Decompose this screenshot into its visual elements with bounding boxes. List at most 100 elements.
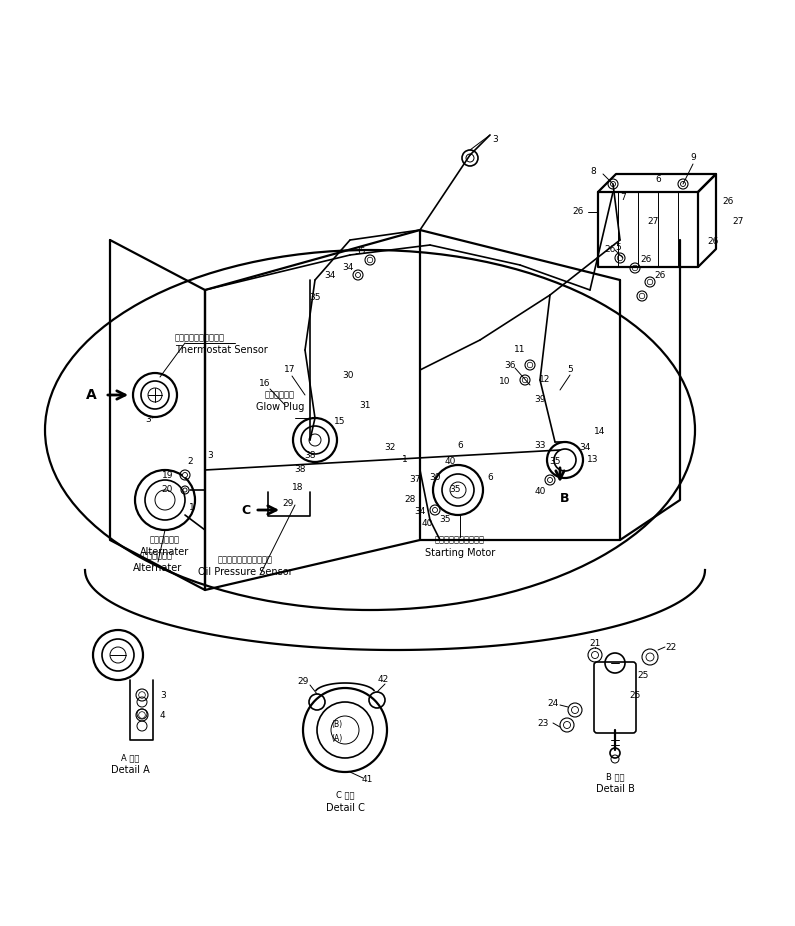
Text: 36: 36 [504,360,516,369]
Text: 33: 33 [534,441,545,449]
Text: 2: 2 [187,457,193,467]
Circle shape [548,478,553,482]
Text: グロープラグ: グロープラグ [265,391,295,399]
Text: 3: 3 [492,135,498,144]
Text: C: C [241,504,250,517]
Text: 35: 35 [309,294,320,303]
Text: 39: 39 [534,395,545,405]
Text: 30: 30 [429,473,440,482]
Text: 1: 1 [189,504,195,512]
Text: 5: 5 [615,243,621,252]
Text: 1: 1 [402,456,408,465]
Circle shape [183,472,188,478]
Text: 3: 3 [145,416,151,424]
Text: 26: 26 [708,237,719,246]
Text: 29: 29 [297,678,308,686]
Text: 26: 26 [604,245,615,255]
Text: 37: 37 [409,475,421,484]
Text: 24: 24 [548,698,559,707]
Text: 17: 17 [285,366,296,374]
Text: Alternater: Alternater [134,563,183,573]
Circle shape [183,488,187,492]
Text: 29: 29 [282,499,293,508]
Text: 34: 34 [414,507,425,517]
Text: B 詳細: B 詳細 [606,772,624,782]
Text: 3: 3 [207,451,213,459]
Text: オイルプレッシャセンサ: オイルプレッシャセンサ [218,556,273,565]
Text: 9: 9 [690,153,696,161]
Text: B: B [560,492,570,505]
Text: A: A [86,388,97,402]
Text: (A): (A) [332,733,343,743]
Text: 40: 40 [534,487,545,496]
Circle shape [572,707,579,714]
Circle shape [432,507,437,512]
Text: 15: 15 [334,418,346,427]
Text: 6: 6 [655,176,661,184]
Text: 21: 21 [589,639,601,647]
Text: A 詳細: A 詳細 [121,754,139,762]
Text: 28: 28 [405,495,416,505]
Text: Detail C: Detail C [326,803,364,813]
Text: 26: 26 [572,207,584,217]
Circle shape [611,181,615,186]
Circle shape [355,272,360,278]
Text: 31: 31 [359,401,370,409]
Text: 12: 12 [539,376,551,384]
Text: 34: 34 [580,444,591,453]
Text: (B): (B) [332,720,343,729]
Text: 26: 26 [654,270,665,280]
Text: 27: 27 [732,218,743,227]
Text: 25: 25 [638,670,649,680]
Text: 35: 35 [549,457,560,467]
Text: オルタネータ: オルタネータ [143,552,173,560]
Text: 42: 42 [378,675,389,684]
Text: Glow Plug: Glow Plug [256,402,304,412]
Text: 35: 35 [440,516,451,524]
Text: 27: 27 [647,218,659,227]
Text: 35: 35 [449,485,461,494]
Text: サーモスタットセンサ: サーモスタットセンサ [175,333,225,343]
Text: 41: 41 [361,775,373,784]
Text: 26: 26 [723,197,734,206]
Text: 19: 19 [161,470,173,480]
Text: 20: 20 [161,485,173,494]
Text: 30: 30 [343,370,354,380]
Text: 10: 10 [499,378,510,386]
Text: 34: 34 [324,270,335,280]
Text: 32: 32 [384,444,396,453]
Text: Detail A: Detail A [111,765,149,775]
Text: 6: 6 [487,473,493,482]
Text: 18: 18 [293,483,304,493]
Text: 26: 26 [640,256,652,265]
Text: 5: 5 [567,366,573,374]
Text: Starting Motor: Starting Motor [425,548,495,558]
Text: 16: 16 [259,379,271,387]
Text: C 詳細: C 詳細 [335,791,355,799]
Circle shape [681,181,685,186]
Text: 22: 22 [665,643,677,652]
Text: 38: 38 [304,451,316,459]
Text: 38: 38 [294,466,306,474]
Text: Alternater: Alternater [141,547,190,557]
Text: 34: 34 [343,264,354,272]
Text: 7: 7 [620,193,626,202]
Text: 6: 6 [457,442,463,451]
Text: Detail B: Detail B [595,784,634,794]
Text: 40: 40 [444,457,456,467]
Text: 40: 40 [421,519,432,528]
Text: 35: 35 [355,247,366,257]
Text: Oil Pressure Sensor: Oil Pressure Sensor [198,567,293,577]
Text: 14: 14 [595,428,606,436]
Text: オルタネータ: オルタネータ [150,535,180,544]
Circle shape [564,721,571,729]
Text: 25: 25 [630,691,641,699]
Circle shape [646,653,654,661]
Text: 11: 11 [514,345,525,355]
Text: スターティングモータ: スターティングモータ [435,535,485,544]
Text: 8: 8 [590,168,596,177]
Text: 4: 4 [160,710,165,720]
Text: 3: 3 [160,691,165,699]
Text: Thermostat Sensor: Thermostat Sensor [175,345,268,355]
Text: 23: 23 [537,719,549,728]
